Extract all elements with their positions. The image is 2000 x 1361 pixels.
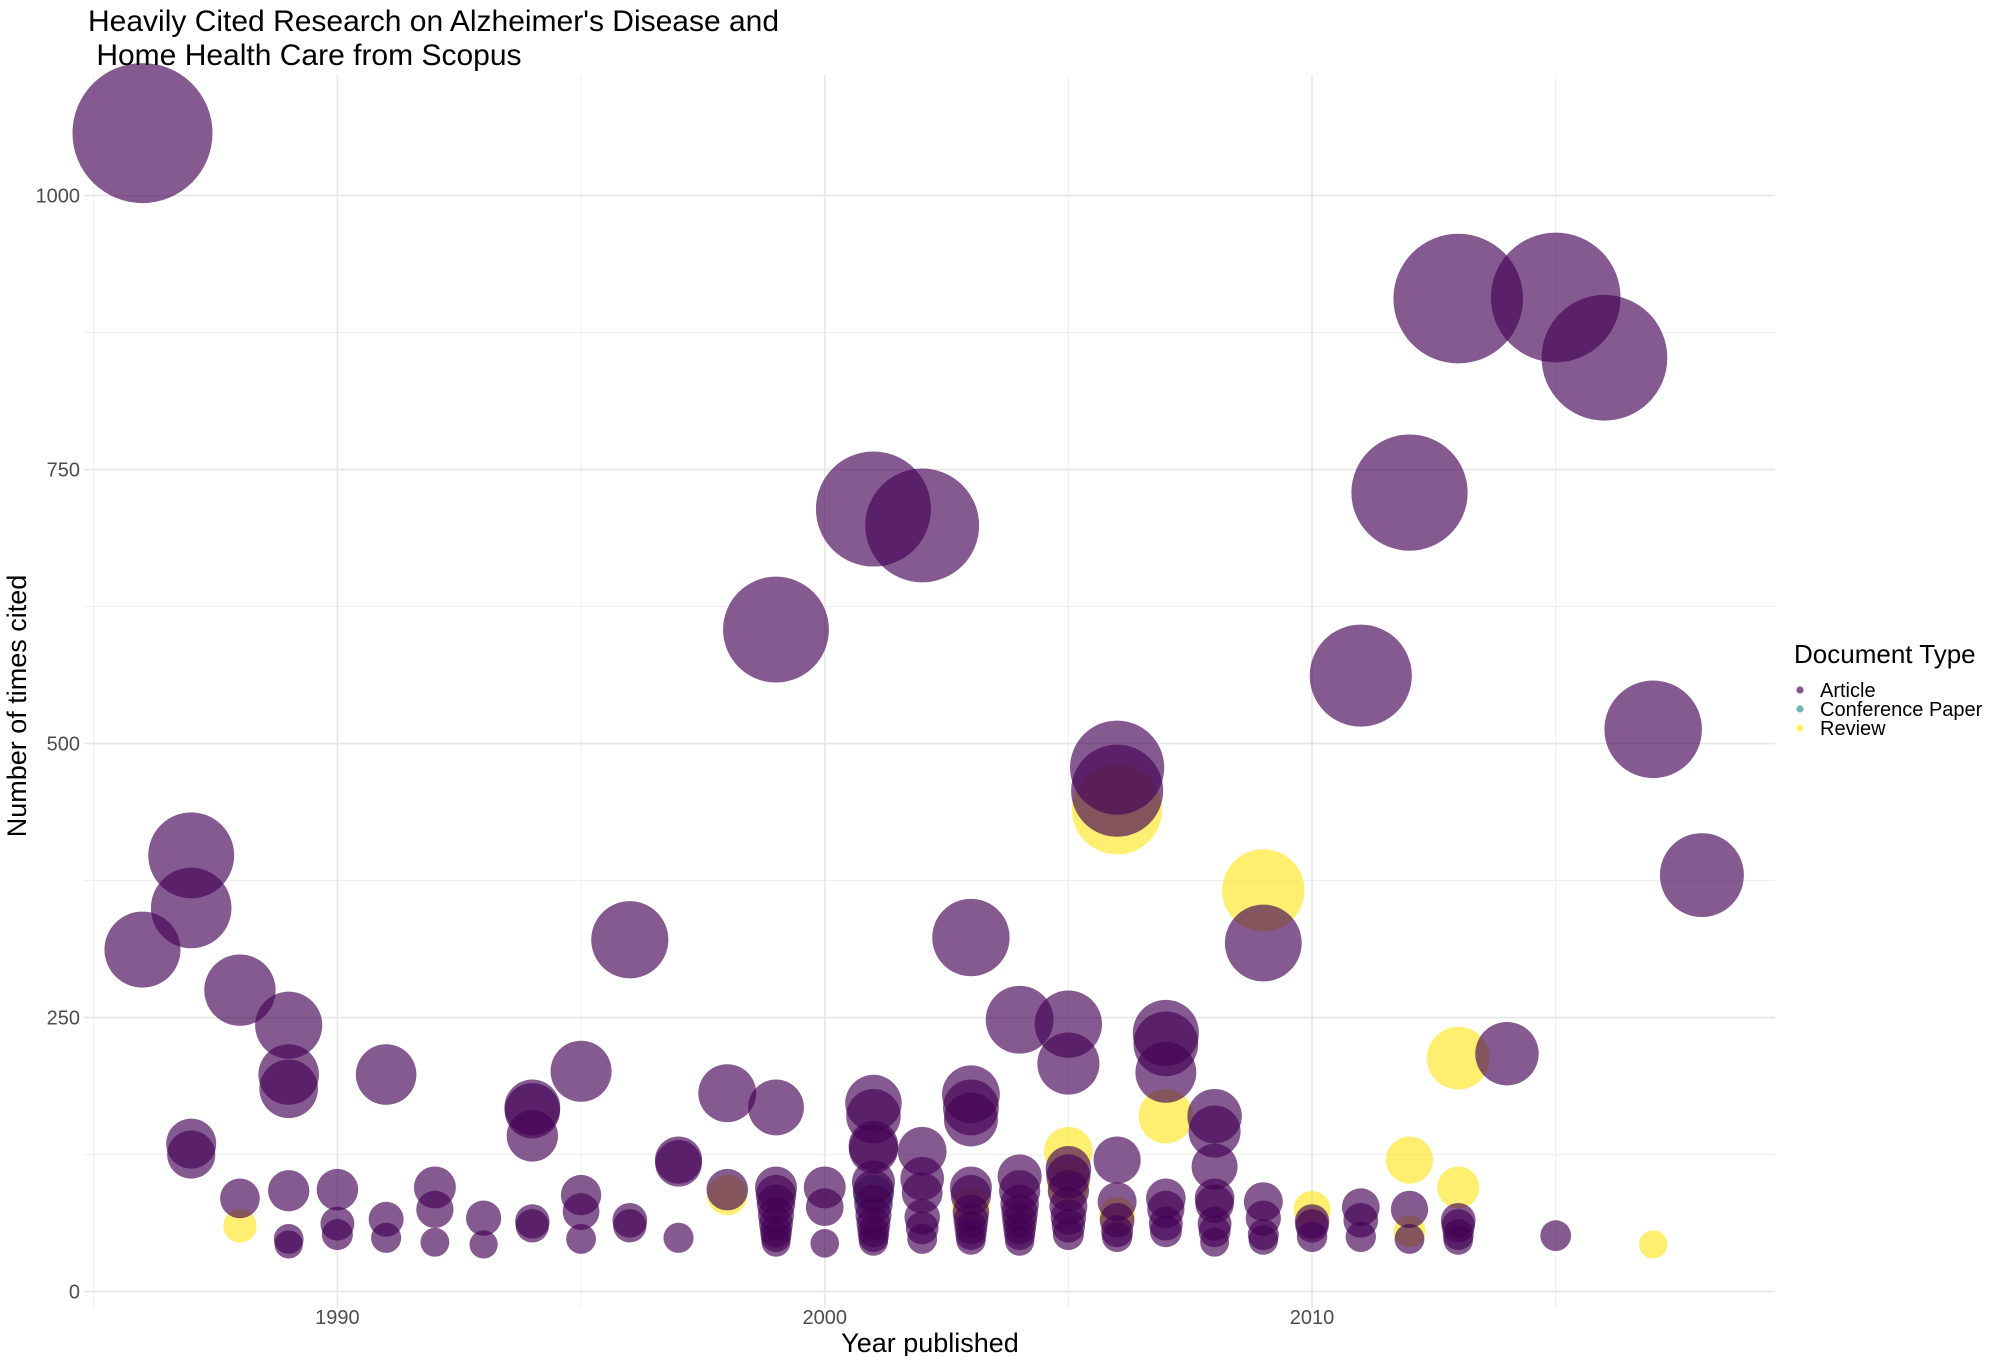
data-point <box>255 991 323 1059</box>
data-point <box>1005 1226 1035 1256</box>
data-point <box>1248 1225 1279 1255</box>
data-point <box>274 1230 303 1259</box>
data-points <box>72 63 1744 1259</box>
y-tick-label: 250 <box>47 1008 80 1030</box>
data-point <box>1071 744 1164 837</box>
data-point <box>698 1064 757 1123</box>
legend-label: Review <box>1820 718 1886 740</box>
data-point <box>259 1059 318 1119</box>
tick-labels: 1990 2000 2010 0 250 500 750 1000 <box>36 186 1335 1329</box>
data-point <box>1191 1143 1238 1190</box>
data-point <box>469 1230 498 1259</box>
y-axis-title: Number of times cited <box>2 575 32 838</box>
data-point <box>1475 1022 1539 1086</box>
data-point <box>655 1140 702 1187</box>
data-point <box>223 1209 257 1243</box>
data-point <box>220 1178 260 1219</box>
data-point <box>858 1226 889 1256</box>
data-point <box>1443 1225 1474 1255</box>
data-point <box>907 1224 938 1254</box>
data-point <box>1604 680 1702 779</box>
data-point <box>943 1092 998 1147</box>
data-point <box>1135 1041 1197 1103</box>
y-tick-label: 0 <box>69 1282 80 1304</box>
data-point <box>465 1200 502 1236</box>
legend-key <box>1796 705 1804 713</box>
data-point <box>591 901 669 979</box>
data-point <box>1659 833 1744 918</box>
chart-title-line1: Heavily Cited Research on Alzheimer's Di… <box>88 5 779 38</box>
data-point <box>723 576 829 683</box>
data-point <box>566 1224 596 1254</box>
data-point <box>204 954 276 1026</box>
data-point <box>1639 1230 1668 1259</box>
x-tick-label: 1990 <box>315 1307 360 1329</box>
data-point <box>1224 904 1302 982</box>
data-point <box>956 1225 986 1255</box>
y-tick-label: 750 <box>47 460 80 482</box>
data-point <box>150 867 232 949</box>
chart-title-line2: Home Health Care from Scopus <box>88 39 522 72</box>
x-tick-label: 2000 <box>802 1307 847 1329</box>
data-point <box>848 1124 899 1174</box>
data-point <box>663 1222 694 1253</box>
data-point <box>761 1227 791 1257</box>
legend-title: Document Type <box>1794 639 1976 669</box>
data-point <box>550 1040 612 1102</box>
data-point <box>985 985 1054 1054</box>
data-point <box>371 1222 402 1253</box>
data-point <box>1426 1026 1490 1090</box>
y-tick-label: 500 <box>47 734 80 756</box>
data-point <box>1393 233 1524 364</box>
x-axis-title: Year published <box>841 1328 1019 1356</box>
data-point <box>1149 1215 1182 1248</box>
data-point <box>1200 1227 1230 1257</box>
data-point <box>416 1190 454 1229</box>
data-point <box>1138 1088 1194 1144</box>
data-point <box>1309 624 1412 727</box>
data-point <box>613 1209 647 1243</box>
data-point <box>1541 294 1668 421</box>
data-point <box>1394 1224 1425 1254</box>
data-point <box>268 1170 310 1212</box>
data-point <box>1390 1190 1429 1229</box>
data-point <box>355 1044 417 1105</box>
data-point <box>167 1130 216 1179</box>
data-point <box>1385 1136 1434 1184</box>
y-tick-label: 1000 <box>36 186 81 208</box>
legend-label: Conference Paper <box>1820 699 1983 721</box>
data-point <box>316 1168 359 1211</box>
data-point <box>706 1168 749 1211</box>
legend-key <box>1796 686 1804 694</box>
data-point <box>932 898 1010 977</box>
data-point <box>748 1079 804 1136</box>
data-point <box>1437 1166 1480 1209</box>
data-point <box>865 468 980 583</box>
data-point <box>1037 1032 1100 1095</box>
x-tick-label: 2010 <box>1290 1307 1335 1329</box>
data-point <box>1345 1221 1377 1252</box>
data-point <box>1188 1105 1241 1158</box>
data-point <box>1101 1221 1133 1252</box>
data-point <box>321 1219 353 1251</box>
data-point <box>72 63 213 204</box>
data-point <box>1052 1219 1084 1251</box>
data-point <box>1296 1221 1328 1252</box>
legend-key <box>1796 724 1804 732</box>
data-point <box>810 1229 840 1258</box>
data-point <box>1540 1220 1572 1252</box>
data-point <box>1351 434 1468 551</box>
data-point <box>420 1227 450 1257</box>
data-point <box>515 1209 550 1243</box>
data-point <box>506 1110 558 1162</box>
data-point <box>562 1193 600 1230</box>
data-point <box>805 1188 844 1227</box>
data-point <box>1093 1136 1141 1184</box>
legend-label: Article <box>1820 680 1876 702</box>
